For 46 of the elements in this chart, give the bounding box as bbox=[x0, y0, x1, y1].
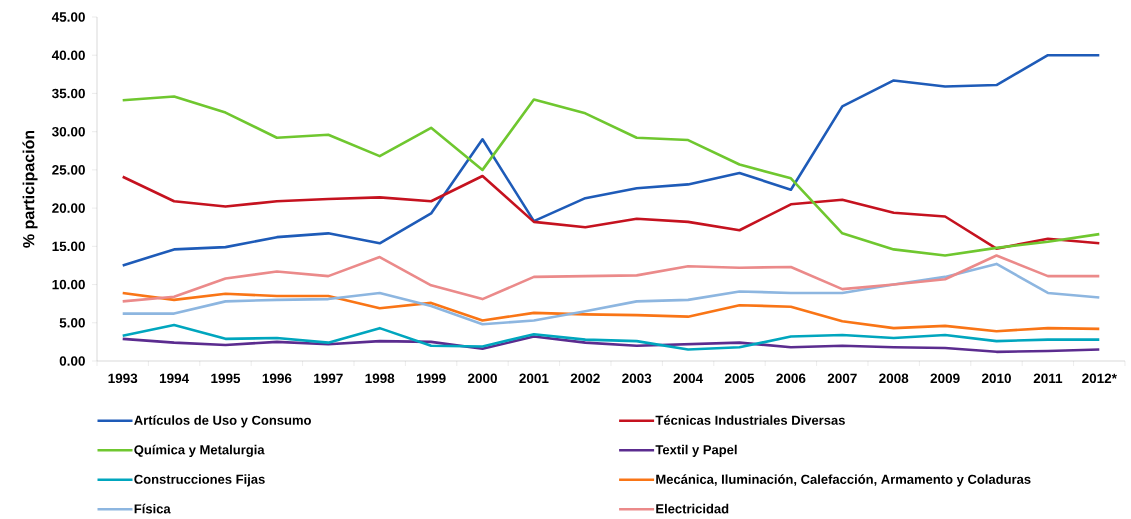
x-tick-label: 1998 bbox=[365, 373, 395, 384]
x-tick-label: 2007 bbox=[827, 373, 857, 384]
y-tick-label: 45.00 bbox=[51, 12, 85, 22]
line-series bbox=[121, 174, 1101, 250]
y-tick-label: 15.00 bbox=[52, 241, 85, 252]
y-tick-label: 40.00 bbox=[51, 50, 85, 60]
line-series bbox=[121, 254, 1101, 303]
legend-label: Artículos de Uso y Consumo bbox=[134, 415, 311, 428]
line-series bbox=[121, 262, 1101, 326]
y-tick-label: 10.00 bbox=[52, 279, 85, 290]
x-tick-label: 2005 bbox=[724, 373, 755, 384]
x-tick-label: 2002 bbox=[570, 373, 600, 384]
legend-label: Electricidad bbox=[656, 503, 729, 514]
y-tick-label: 20.00 bbox=[52, 203, 85, 213]
line-series bbox=[121, 95, 1101, 257]
y-tick-label: 0.00 bbox=[59, 356, 85, 366]
line-series bbox=[121, 291, 1101, 333]
legend-label: Física bbox=[134, 503, 171, 514]
y-tick-label: 25.00 bbox=[52, 165, 85, 175]
x-tick-label: 2000 bbox=[467, 373, 497, 384]
x-tick-label: 2008 bbox=[879, 373, 909, 384]
x-tick-label: 2012* bbox=[1082, 373, 1117, 384]
line-series bbox=[121, 53, 1101, 267]
x-tick-label: 2011 bbox=[1033, 373, 1063, 384]
x-tick-label: 1999 bbox=[416, 373, 446, 384]
x-tick-label: 1996 bbox=[262, 373, 292, 384]
x-tick-label: 2001 bbox=[519, 373, 549, 384]
x-tick-label: 2004 bbox=[673, 373, 704, 384]
x-tick-label: 1993 bbox=[108, 373, 138, 384]
line-series bbox=[121, 323, 1101, 351]
x-tick-label: 2010 bbox=[981, 373, 1011, 384]
y-tick-label: 30.00 bbox=[52, 126, 85, 137]
x-tick-label: 1995 bbox=[211, 373, 241, 384]
x-tick-label: 1997 bbox=[314, 373, 343, 384]
x-tick-label: 2006 bbox=[776, 373, 806, 384]
y-tick-label: 5.00 bbox=[59, 318, 85, 328]
legend-label: Textil y Papel bbox=[655, 444, 737, 457]
legend-label: Construcciones Fijas bbox=[134, 474, 265, 487]
x-tick-label: 1994 bbox=[159, 373, 190, 384]
legend-label: Química y Metalurgia bbox=[134, 444, 265, 458]
y-axis-title: % participación bbox=[22, 130, 38, 248]
x-tick-label: 2003 bbox=[622, 373, 652, 384]
legend-label: Técnicas Industriales Diversas bbox=[655, 415, 845, 425]
x-tick-label: 2009 bbox=[930, 373, 960, 384]
y-tick-label: 35.00 bbox=[52, 88, 85, 99]
legend-label: Mecánica, Iluminación, Calefacción, Armamento y Coladuras bbox=[656, 474, 1031, 487]
